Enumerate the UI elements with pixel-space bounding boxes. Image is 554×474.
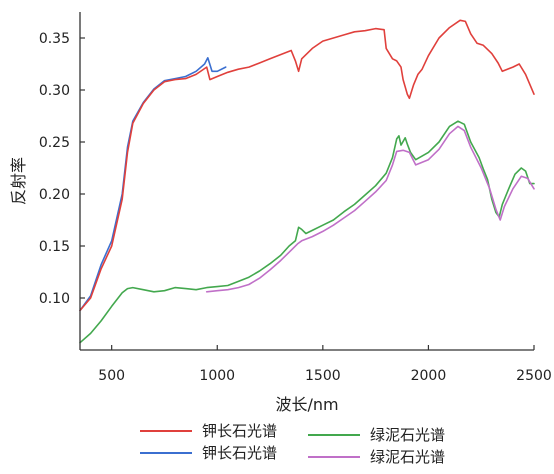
- series-line-3: [79, 120, 535, 344]
- y-tick-label: 0.10: [39, 291, 70, 307]
- y-tick-label: 0.35: [39, 31, 70, 47]
- x-axis-label: 波长/nm: [275, 395, 338, 414]
- x-tick-label: 500: [98, 368, 125, 384]
- plot-lines: [79, 19, 535, 344]
- y-tick-label: 0.30: [39, 83, 70, 99]
- x-tick-label: 2000: [411, 368, 447, 384]
- legend-label: 绿泥石光谱: [370, 426, 445, 444]
- legend-label: 钾长石光谱: [202, 444, 277, 462]
- series-line-2: [79, 57, 227, 312]
- x-tick-label: 1500: [305, 368, 341, 384]
- legend-label: 绿泥石光谱: [370, 448, 445, 466]
- y-tick-label: 0.15: [39, 239, 70, 255]
- legend-label: 钾长石光谱: [202, 422, 277, 440]
- series-line-4: [205, 125, 535, 293]
- series-line-1: [79, 19, 535, 312]
- y-tick-label: 0.20: [39, 187, 70, 203]
- x-tick-label: 1000: [199, 368, 235, 384]
- y-axis-label: 反射率: [9, 157, 28, 205]
- y-tick-label: 0.25: [39, 135, 70, 151]
- axes: [79, 12, 534, 351]
- ticks: 500 1000 1500 2000 2500 0.10 0.15 0.20 0.25 0.30 0…: [39, 31, 552, 384]
- x-tick-label: 2500: [516, 368, 552, 384]
